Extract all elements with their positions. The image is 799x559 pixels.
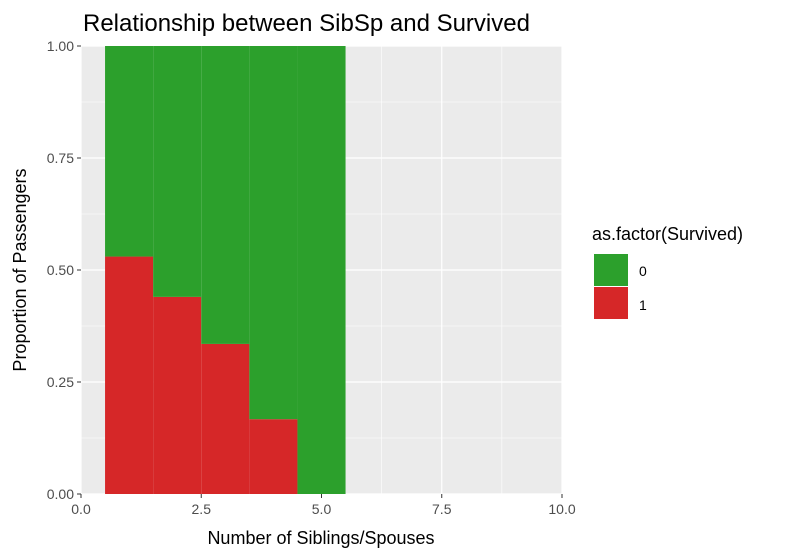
bar-survived-1-sibsp-2 [153, 296, 202, 494]
legend-label-1: 1 [639, 297, 647, 313]
bar-survived-0-sibsp-2 [153, 46, 202, 297]
y-tick-label: 0.75 [47, 150, 74, 166]
y-tick-labels: 0.00 0.25 0.50 0.75 1.00 [47, 38, 74, 502]
x-tick-label: 10.0 [548, 501, 575, 517]
x-tick-label: 2.5 [192, 501, 212, 517]
bars [105, 46, 346, 494]
legend-label-0: 0 [639, 263, 647, 279]
bar-survived-0-sibsp-4 [249, 46, 298, 420]
bar-survived-1-sibsp-1 [105, 256, 154, 494]
bar-survived-0-sibsp-5 [297, 46, 346, 494]
axis-ticks [77, 45, 563, 498]
legend-title: as.factor(Survived) [592, 224, 743, 244]
legend-swatch-1 [594, 287, 628, 319]
chart-title: Relationship between SibSp and Survived [83, 10, 530, 37]
bar-survived-1-sibsp-3 [201, 343, 250, 494]
legend-swatch-0 [594, 254, 628, 286]
bar-survived-1-sibsp-4 [249, 419, 298, 494]
x-tick-label: 7.5 [432, 501, 452, 517]
y-tick-label: 0.25 [47, 374, 74, 390]
y-tick-label: 1.00 [47, 38, 74, 54]
y-axis-title: Proportion of Passengers [10, 168, 30, 371]
y-tick-label: 0.50 [47, 262, 74, 278]
y-tick-label: 0.00 [47, 486, 74, 502]
x-axis-title: Number of Siblings/Spouses [207, 528, 434, 548]
bar-survived-0-sibsp-1 [105, 46, 154, 257]
x-tick-labels: 0.0 2.5 5.0 7.5 10.0 [71, 501, 576, 517]
x-tick-label: 0.0 [71, 501, 91, 517]
bar-survived-0-sibsp-3 [201, 46, 250, 344]
x-tick-label: 5.0 [312, 501, 332, 517]
legend: as.factor(Survived) 0 1 [592, 224, 743, 319]
